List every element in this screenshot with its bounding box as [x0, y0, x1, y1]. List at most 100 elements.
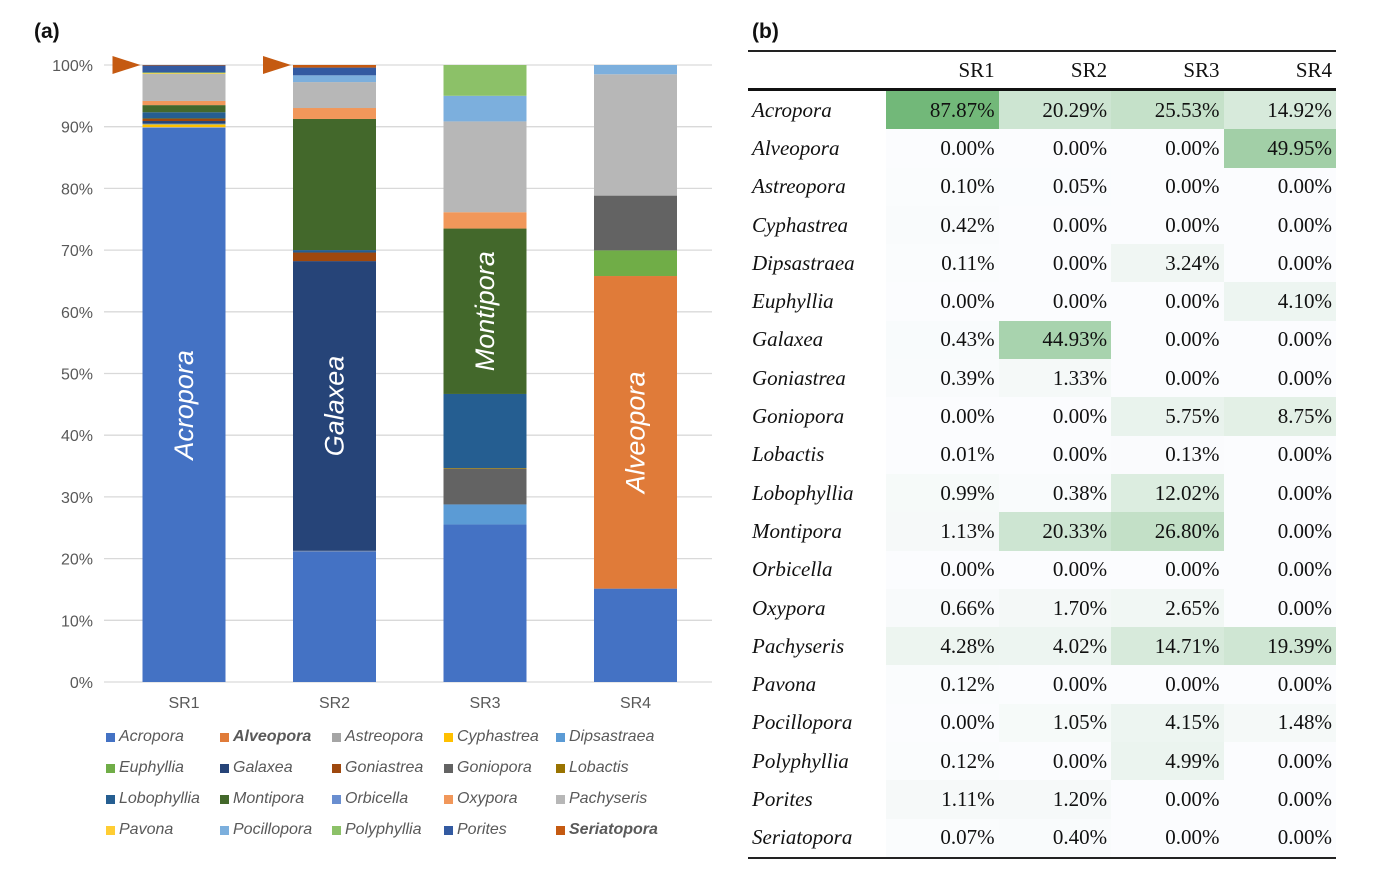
table-header-cell: SR1 — [958, 57, 995, 82]
value-cell: 0.00% — [998, 435, 1112, 474]
bar-segment-acropora-sr3 — [443, 524, 527, 682]
table-row: Lobophyllia 0.99% 0.38% 12.02% 0.00% — [748, 473, 1336, 513]
table-body: Acropora 87.87% 20.29% 25.53% 14.92% Alveopor… — [748, 89, 1336, 858]
value-cell: 0.00% — [1111, 205, 1224, 245]
legend-swatch-icon — [556, 794, 565, 804]
bar-segment-lobactis-sr3 — [443, 468, 527, 469]
legend-swatch-icon — [106, 825, 115, 835]
legend-label: Montipora — [233, 790, 305, 807]
legend-item: Galaxea — [220, 759, 293, 777]
bar-segment-lobactis-sr1 — [142, 118, 226, 119]
value-cell: 1.11% — [886, 780, 999, 819]
value-cell: 0.13% — [1111, 435, 1224, 474]
value-cell: 0.00% — [1111, 282, 1224, 321]
genus-cell: Polyphyllia — [748, 742, 887, 781]
value-cell: 14.71% — [1111, 627, 1224, 666]
bar-genus-label: Montipora — [470, 251, 500, 371]
value-cell: 4.10% — [1223, 282, 1336, 321]
bar-segment-montipora-sr2 — [293, 118, 376, 251]
legend-label: Lobactis — [569, 759, 629, 776]
bar-segment-pachyseris-sr3 — [443, 121, 527, 213]
value-cell: 0.12% — [886, 665, 999, 704]
value-cell: 14.92% — [1223, 89, 1336, 130]
value-cell: 12.02% — [1111, 473, 1224, 513]
genus-cell: Seriatopora — [748, 818, 887, 858]
value-cell: 0.00% — [998, 205, 1112, 245]
legend-item: Polyphyllia — [332, 821, 421, 839]
table-row: Porites 1.11% 1.20% 0.00% 0.00% — [748, 780, 1336, 819]
bar-genus-label: Galaxea — [320, 356, 350, 457]
table-row: Alveopora 0.00% 0.00% 0.00% 49.95% — [748, 129, 1336, 168]
legend-swatch-icon — [556, 763, 565, 773]
y-tick-label: 80% — [61, 181, 93, 198]
legend-swatch-icon — [332, 763, 341, 773]
y-tick-label: 70% — [61, 243, 93, 260]
value-cell: 49.95% — [1223, 129, 1336, 168]
bar-segment-porites-sr2 — [293, 67, 376, 76]
bar-genus-label: Alveopora — [621, 372, 651, 496]
value-cell: 4.28% — [886, 627, 999, 666]
legend-label: Oxypora — [457, 790, 518, 807]
panel-a-label: (a) — [34, 20, 60, 43]
bar-segment-oxypora-sr1 — [142, 100, 226, 106]
legend-item: Pavona — [106, 821, 173, 839]
legend-item: Seriatopora — [556, 821, 658, 839]
table-row: Acropora 87.87% 20.29% 25.53% 14.92% — [748, 89, 1336, 130]
bar-segment-pavona-sr1 — [142, 73, 226, 74]
legend-swatch-icon — [220, 794, 229, 804]
legend-swatch-icon — [106, 732, 115, 742]
value-cell: 0.00% — [1223, 588, 1336, 628]
legend-item: Dipsastraea — [556, 728, 654, 746]
x-tick-label: SR3 — [469, 695, 500, 712]
value-cell: 8.75% — [1223, 397, 1336, 436]
genus-cell: Dipsastraea — [748, 244, 887, 283]
bar-segment-pocillopora-sr3 — [443, 95, 527, 122]
value-cell: 4.99% — [1111, 742, 1224, 781]
value-cell: 0.00% — [1111, 665, 1224, 704]
x-tick-label: SR2 — [319, 695, 350, 712]
bar-segment-lobophyllia-sr2 — [293, 250, 376, 253]
table-row: Lobactis 0.01% 0.00% 0.13% 0.00% — [748, 435, 1336, 474]
legend-item: Acropora — [106, 728, 184, 746]
value-cell: 0.00% — [1223, 205, 1336, 245]
genus-cell: Lobactis — [748, 435, 887, 474]
x-axis-ticks: SR1 SR2 SR3 SR4 — [168, 695, 651, 712]
legend-item: Goniopora — [444, 759, 532, 777]
genus-cell: Acropora — [748, 89, 887, 130]
legend-item: Lobactis — [556, 759, 629, 777]
panel-b-label: (b) — [752, 20, 779, 43]
legend-label: Pocillopora — [233, 821, 313, 838]
bar-segment-pocillopora-sr4 — [594, 65, 677, 75]
genus-cell: Porites — [748, 780, 887, 819]
value-cell: 0.43% — [886, 320, 999, 360]
value-cell: 0.00% — [1223, 818, 1336, 858]
y-tick-label: 40% — [61, 428, 93, 445]
bar-segment-galaxea-sr2 — [293, 261, 376, 551]
value-cell: 0.00% — [886, 550, 999, 589]
table-header-blank — [748, 51, 886, 90]
y-tick-label: 0% — [70, 675, 93, 692]
bar-genus-label: Acropora — [169, 350, 199, 462]
legend-item: Porites — [444, 821, 507, 839]
bar-segment-goniopora-sr4 — [594, 195, 677, 251]
value-cell: 0.00% — [998, 282, 1112, 321]
table-row: Dipsastraea 0.11% 0.00% 3.24% 0.00% — [748, 244, 1336, 283]
bar-labels: Acropora Galaxea Montipora Alveopora — [169, 251, 651, 495]
legend-item: Cyphastrea — [444, 728, 539, 746]
value-cell: 0.00% — [1223, 244, 1336, 283]
bar-segment-cyphastrea-sr1 — [142, 124, 226, 128]
bar-segment-astreopora-sr2 — [293, 550, 376, 552]
value-cell: 1.48% — [1223, 703, 1336, 743]
y-tick-label: 20% — [61, 552, 93, 569]
table-row: Goniastrea 0.39% 1.33% 0.00% 0.00% — [748, 359, 1336, 398]
legend-label: Euphyllia — [119, 759, 184, 776]
table-row: Oxypora 0.66% 1.70% 2.65% 0.00% — [748, 588, 1336, 628]
legend-label: Seriatopora — [569, 821, 658, 838]
value-cell: 20.33% — [998, 512, 1112, 551]
table-row: Pavona 0.12% 0.00% 0.00% 0.00% — [748, 665, 1336, 704]
value-cell: 0.40% — [998, 818, 1112, 858]
value-cell: 0.00% — [998, 397, 1112, 436]
genus-cell: Pocillopora — [748, 703, 887, 743]
value-cell: 3.24% — [1111, 244, 1224, 283]
value-cell: 2.65% — [1111, 588, 1224, 628]
